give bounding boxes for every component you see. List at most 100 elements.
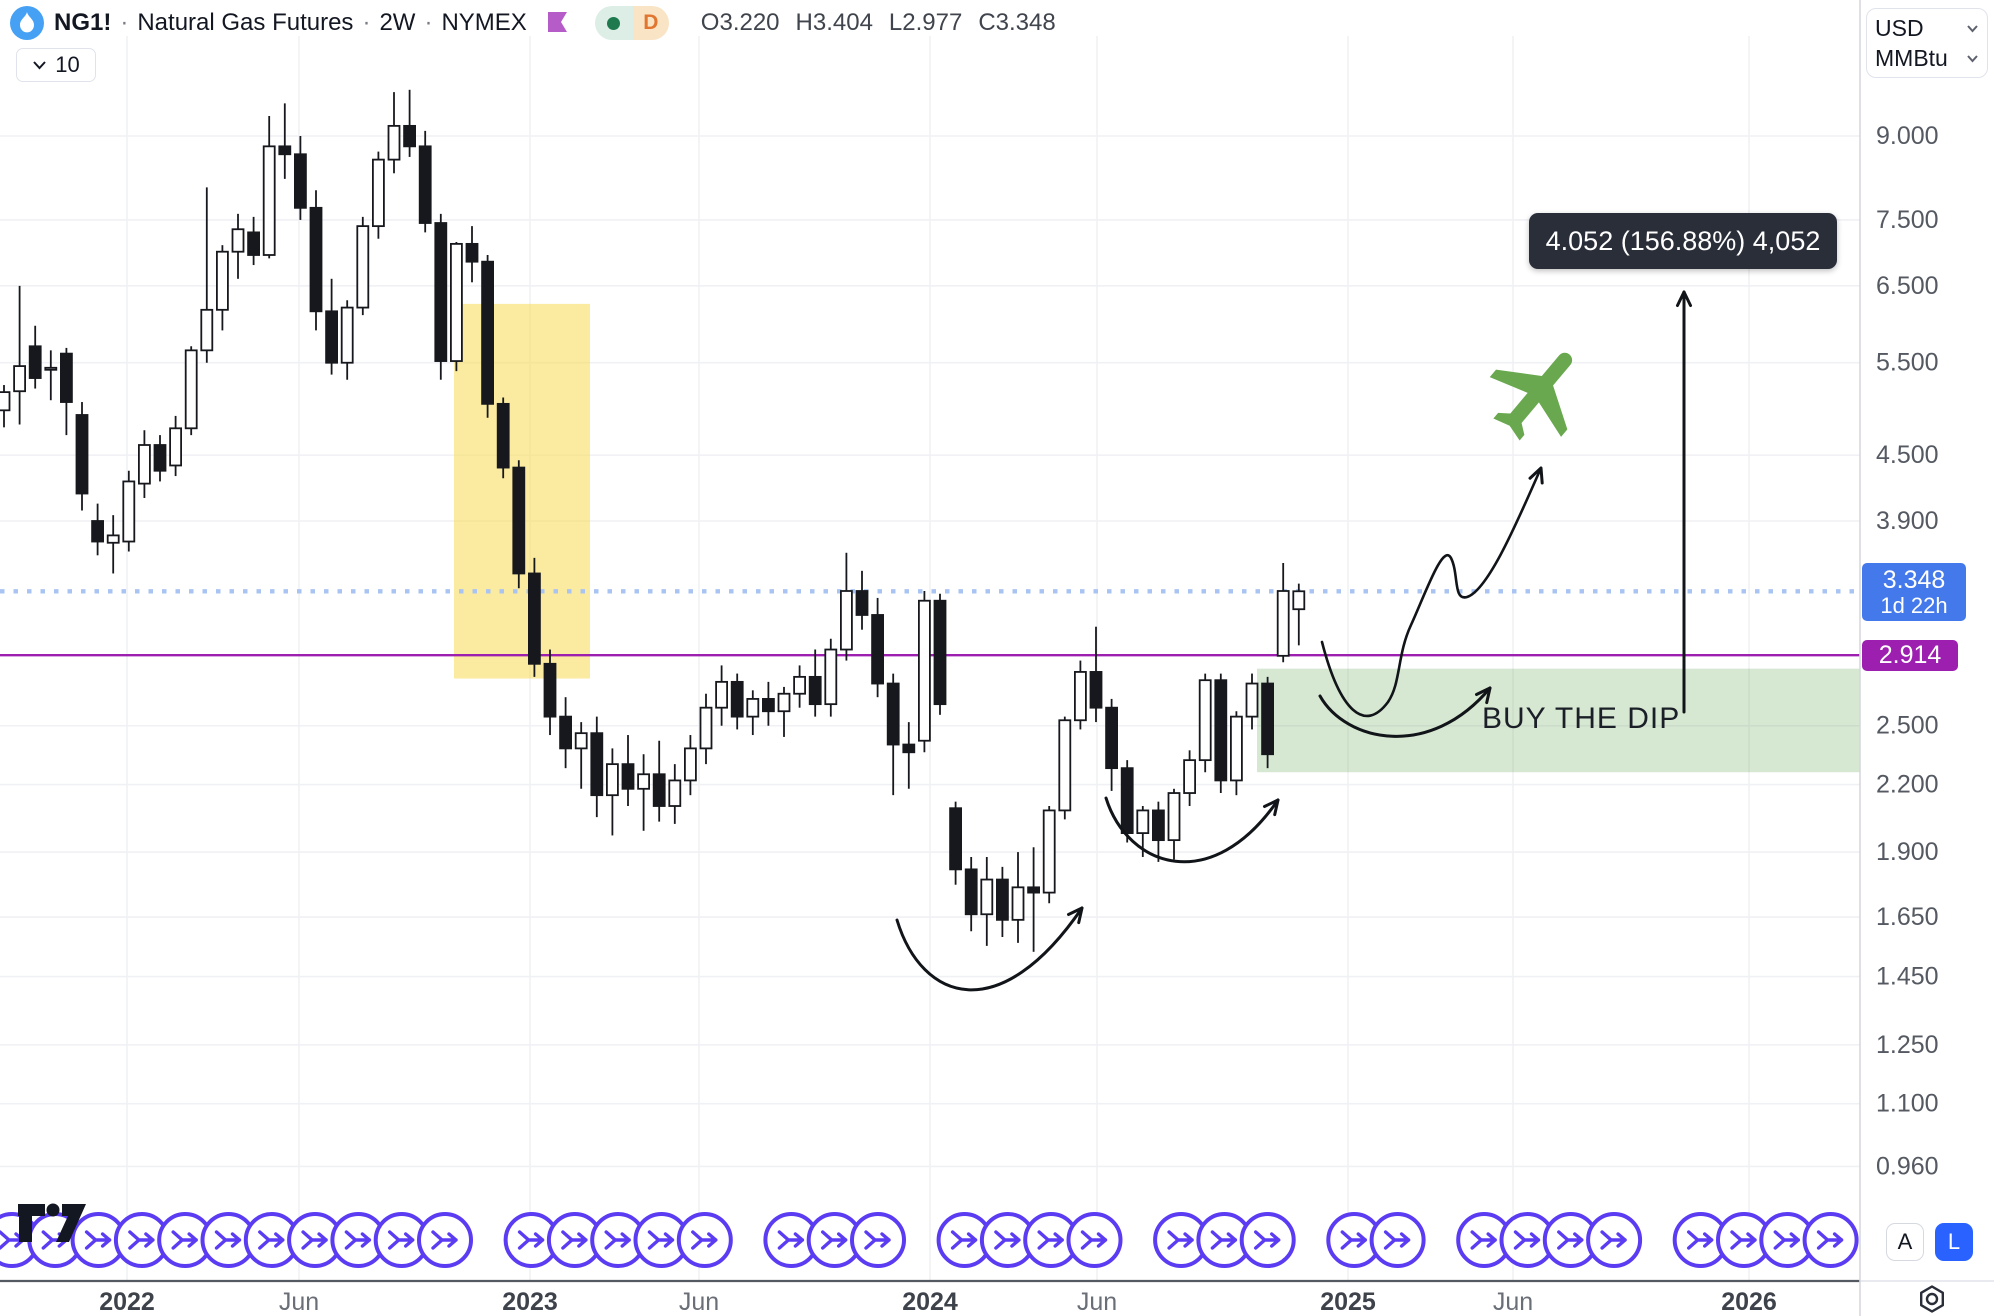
candle-body	[684, 747, 697, 782]
resolution-badge[interactable]: D	[594, 6, 669, 40]
price-tick-label: 9.000	[1876, 122, 1939, 150]
candle-body	[184, 349, 198, 430]
candle-body	[699, 706, 713, 750]
contract-rollover-icon[interactable]	[1759, 1212, 1816, 1268]
rollover-arrow-glyph	[128, 1230, 155, 1250]
rollover-arrow-glyph	[1254, 1230, 1281, 1250]
auto-scale-button[interactable]: A	[1886, 1223, 1924, 1261]
flag-icon[interactable]	[545, 10, 571, 36]
contract-rollover-icon[interactable]	[373, 1212, 430, 1268]
gear-icon	[1919, 1285, 1945, 1313]
rollover-arrow-glyph	[1080, 1230, 1108, 1250]
rollover-arrow-glyph	[994, 1230, 1021, 1250]
close-value: C3.348	[978, 9, 1056, 36]
chevron-down-icon	[1967, 24, 1978, 32]
contract-rollover-icon[interactable]	[1672, 1212, 1729, 1268]
interval-value[interactable]: 2W	[379, 9, 416, 36]
contract-rollover-icon[interactable]	[676, 1212, 733, 1268]
candle-body	[293, 153, 307, 209]
rollover-arrow-glyph	[777, 1230, 805, 1250]
candle-body	[793, 675, 806, 695]
price-tick-label: 1.100	[1876, 1090, 1939, 1118]
contract-rollover-icon[interactable]	[113, 1212, 170, 1268]
last-price-label: 3.348 1d 22h	[1862, 563, 1966, 621]
contract-rollover-icon[interactable]	[70, 1212, 127, 1268]
candle-body	[528, 572, 541, 665]
logo-seven	[56, 1204, 86, 1242]
candle-body	[886, 682, 900, 746]
candle-body	[1167, 792, 1181, 842]
candle-body	[137, 444, 151, 485]
rollover-arrow-glyph	[1470, 1230, 1497, 1250]
log-scale-button[interactable]: L	[1935, 1223, 1973, 1261]
timezone-settings-button[interactable]	[1916, 1284, 1948, 1316]
rollover-arrow-glyph	[821, 1230, 848, 1250]
time-tick-label: Jun	[279, 1288, 319, 1316]
contract-rollover-icon[interactable]	[1066, 1212, 1123, 1268]
price-tick-label: 0.960	[1876, 1152, 1939, 1180]
contract-rollover-icon[interactable]	[1499, 1212, 1556, 1268]
contract-rollover-icon[interactable]	[1196, 1212, 1253, 1268]
price-tick-label: 4.500	[1876, 441, 1939, 469]
bars-count-chip[interactable]: 10	[16, 48, 96, 82]
currency-select[interactable]: USD	[1875, 13, 1979, 43]
time-tick-label: 2022	[99, 1288, 155, 1316]
contract-rollover-icon[interactable]	[243, 1212, 300, 1268]
symbol-title: NG1! · Natural Gas Futures · 2W · NYMEX	[54, 9, 527, 36]
contract-rollover-icon[interactable]	[1239, 1212, 1296, 1268]
contract-rollover-icon[interactable]	[1542, 1212, 1599, 1268]
candle-body	[543, 662, 557, 718]
candle-body	[715, 680, 728, 709]
rollover-arrow-glyph	[1557, 1230, 1584, 1250]
symbol-legend[interactable]: NG1! · Natural Gas Futures · 2W · NYMEX …	[10, 6, 1056, 40]
measure-label: 4.052 (156.88%) 4,052	[1529, 213, 1837, 269]
candle-body	[1183, 759, 1196, 794]
symbol-name[interactable]: NG1!	[54, 9, 112, 36]
buy-zone-green[interactable]	[1257, 668, 1860, 773]
contract-rollover-icon[interactable]	[850, 1212, 906, 1268]
candle-body	[496, 402, 510, 469]
curved-arrow	[895, 906, 1084, 992]
curved-arrow	[1318, 686, 1492, 738]
contract-rollover-icon[interactable]	[1802, 1212, 1859, 1268]
candle-body	[60, 352, 73, 403]
rollover-arrow-glyph	[1816, 1230, 1844, 1250]
candle-body	[590, 732, 604, 797]
rollover-arrow-glyph	[561, 1230, 588, 1250]
candle-body	[1120, 767, 1134, 835]
candle-body	[1027, 886, 1040, 894]
contract-rollover-icon[interactable]	[1369, 1212, 1426, 1268]
price-tick-label: 2.200	[1876, 771, 1939, 799]
price-tick-label: 1.250	[1876, 1031, 1939, 1059]
chevron-down-icon	[33, 61, 46, 70]
price-tick-label: 7.500	[1876, 206, 1939, 234]
candle-body	[91, 520, 104, 543]
unit-selector: USD MMBtu	[1866, 8, 1988, 78]
candle-body	[1058, 719, 1072, 812]
arrowhead	[1675, 290, 1693, 308]
contract-rollover-icon[interactable]	[936, 1212, 993, 1268]
price-tick-label: 3.900	[1876, 507, 1939, 535]
contract-rollover-icon[interactable]	[287, 1212, 344, 1268]
candle-body	[777, 692, 791, 713]
candle-body	[340, 306, 354, 364]
candle-body	[0, 391, 11, 412]
contract-rollover-icon[interactable]	[633, 1212, 690, 1268]
rollover-arrow-glyph	[301, 1230, 328, 1250]
level-price-label[interactable]: 2.914	[1862, 640, 1958, 671]
tradingview-logo[interactable]	[18, 1203, 86, 1243]
open-value: O3.220	[700, 9, 780, 36]
candle-body	[465, 242, 479, 263]
airplane-icon[interactable]	[1471, 325, 1605, 460]
symbol-logo	[10, 6, 44, 40]
bar-countdown: 1d 22h	[1880, 592, 1948, 618]
candle-body	[169, 427, 183, 467]
contract-rollover-icon[interactable]	[1586, 1212, 1643, 1268]
symbol-description: Natural Gas Futures	[137, 9, 354, 36]
contract-rollover-icon[interactable]	[417, 1212, 473, 1268]
chevron-down-icon	[1967, 54, 1978, 62]
candle-body	[1152, 809, 1165, 842]
unit-select[interactable]: MMBtu	[1875, 43, 1979, 73]
time-tick-label: Jun	[1077, 1288, 1117, 1316]
